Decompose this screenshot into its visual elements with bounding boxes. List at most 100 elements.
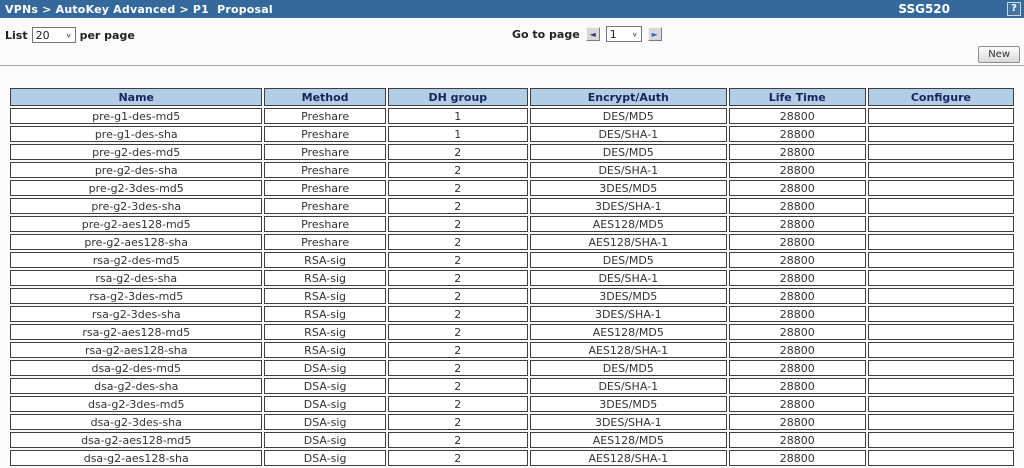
table-cell [867, 324, 1014, 340]
table-cell [867, 360, 1014, 376]
table-cell: DES/MD5 [529, 360, 727, 376]
table-cell: 28800 [728, 360, 866, 376]
go-to-page-label: Go to page [512, 27, 580, 41]
table-cell: 28800 [728, 414, 866, 430]
column-header-dh-group: DH group [387, 88, 528, 106]
table-cell: 28800 [728, 378, 866, 394]
table-cell: RSA-sig [264, 288, 386, 304]
table-cell: 28800 [728, 252, 866, 268]
table-cell: dsa-g2-des-sha [10, 378, 263, 394]
next-page-icon: ► [651, 29, 658, 39]
table-cell: AES128/MD5 [529, 432, 727, 448]
table-cell: 2 [387, 198, 528, 214]
table-cell: 2 [387, 144, 528, 160]
table-cell: 28800 [728, 108, 866, 124]
table-cell: pre-g2-3des-sha [10, 198, 263, 214]
table-cell: 28800 [728, 144, 866, 160]
table-cell [867, 288, 1014, 304]
table-cell: 28800 [728, 396, 866, 412]
table-cell: Preshare [264, 180, 386, 196]
per-page-label: per page [79, 28, 135, 42]
table-cell: pre-g2-des-sha [10, 162, 263, 178]
table-row: dsa-g2-des-md5 DSA-sig 2 DES/MD5 28800 [10, 360, 1014, 376]
table-cell: 2 [387, 342, 528, 358]
table-row: pre-g1-des-sha Preshare 1 DES/SHA-1 28800 [10, 126, 1014, 142]
table-cell: DES/MD5 [529, 252, 727, 268]
table-cell: DES/MD5 [529, 108, 727, 124]
table-cell [867, 126, 1014, 142]
table-cell [867, 414, 1014, 430]
table-row: dsa-g2-3des-md5 DSA-sig 2 3DES/MD5 28800 [10, 396, 1014, 412]
column-header-configure: Configure [867, 88, 1014, 106]
list-size-select[interactable]: 20 ∨ [31, 27, 76, 43]
table-cell: dsa-g2-des-md5 [10, 360, 263, 376]
table-cell: 3DES/MD5 [529, 396, 727, 412]
table-row: dsa-g2-3des-sha DSA-sig 2 3DES/SHA-1 28800 [10, 414, 1014, 430]
table-cell [867, 108, 1014, 124]
table-cell: Preshare [264, 126, 386, 142]
table-cell: 28800 [728, 162, 866, 178]
table-cell: 2 [387, 288, 528, 304]
table-cell: 3DES/MD5 [529, 180, 727, 196]
table-cell: pre-g2-aes128-sha [10, 234, 263, 250]
table-cell: DSA-sig [264, 450, 386, 466]
table-cell: RSA-sig [264, 270, 386, 286]
table-row: rsa-g2-aes128-sha RSA-sig 2 AES128/SHA-1 288… [10, 342, 1014, 358]
table-cell: 28800 [728, 324, 866, 340]
page-value: 1 [609, 27, 617, 41]
table-cell [867, 216, 1014, 232]
table-cell: rsa-g2-des-sha [10, 270, 263, 286]
table-row: pre-g2-3des-sha Preshare 2 3DES/SHA-1 28800 [10, 198, 1014, 214]
table-cell [867, 342, 1014, 358]
table-header-row: Name Method DH group Encrypt/Auth Life Time C… [10, 88, 1014, 106]
table-cell: 28800 [728, 234, 866, 250]
table-cell: Preshare [264, 162, 386, 178]
device-name: SSG520 [898, 2, 950, 16]
table-cell: RSA-sig [264, 342, 386, 358]
column-header-name: Name [10, 88, 263, 106]
table-cell: 28800 [728, 126, 866, 142]
table-cell: rsa-g2-3des-md5 [10, 288, 263, 304]
new-button[interactable]: New [978, 46, 1020, 63]
help-icon[interactable]: ? [1007, 2, 1021, 16]
table-cell: 1 [387, 108, 528, 124]
page-select[interactable]: 1 ∨ [605, 26, 642, 42]
table-cell: 2 [387, 360, 528, 376]
table-row: rsa-g2-des-sha RSA-sig 2 DES/SHA-1 28800 [10, 270, 1014, 286]
table-cell: 2 [387, 414, 528, 430]
table-cell: RSA-sig [264, 252, 386, 268]
separator-line [0, 65, 1024, 66]
table-cell: AES128/SHA-1 [529, 342, 727, 358]
table-cell: 2 [387, 162, 528, 178]
table-cell: DES/SHA-1 [529, 270, 727, 286]
table-body: pre-g1-des-md5 Preshare 1 DES/MD5 28800 pre-g… [10, 108, 1014, 466]
table-cell: 2 [387, 252, 528, 268]
list-size-value: 20 [35, 28, 50, 42]
next-page-button[interactable]: ► [647, 27, 662, 41]
table-cell: 28800 [728, 216, 866, 232]
table-cell: 2 [387, 378, 528, 394]
table-cell: AES128/SHA-1 [529, 450, 727, 466]
table-cell: AES128/SHA-1 [529, 234, 727, 250]
table-cell: 2 [387, 432, 528, 448]
prev-page-icon: ◄ [589, 29, 596, 39]
table-cell: RSA-sig [264, 324, 386, 340]
table-cell [867, 378, 1014, 394]
table-cell [867, 180, 1014, 196]
table-row: dsa-g2-des-sha DSA-sig 2 DES/SHA-1 28800 [10, 378, 1014, 394]
table-cell [867, 432, 1014, 448]
column-header-life-time: Life Time [728, 88, 866, 106]
prev-page-button[interactable]: ◄ [585, 27, 600, 41]
table-cell: 28800 [728, 306, 866, 322]
table-cell: RSA-sig [264, 306, 386, 322]
table-row: pre-g2-aes128-sha Preshare 2 AES128/SHA-1 28… [10, 234, 1014, 250]
table-cell: 28800 [728, 432, 866, 448]
chevron-down-icon: ∨ [631, 30, 638, 38]
table-cell: rsa-g2-3des-sha [10, 306, 263, 322]
table-cell: pre-g2-des-md5 [10, 144, 263, 160]
table-cell: rsa-g2-aes128-sha [10, 342, 263, 358]
table-cell: DSA-sig [264, 414, 386, 430]
table-cell: 2 [387, 234, 528, 250]
table-row: dsa-g2-aes128-md5 DSA-sig 2 AES128/MD5 28800 [10, 432, 1014, 448]
